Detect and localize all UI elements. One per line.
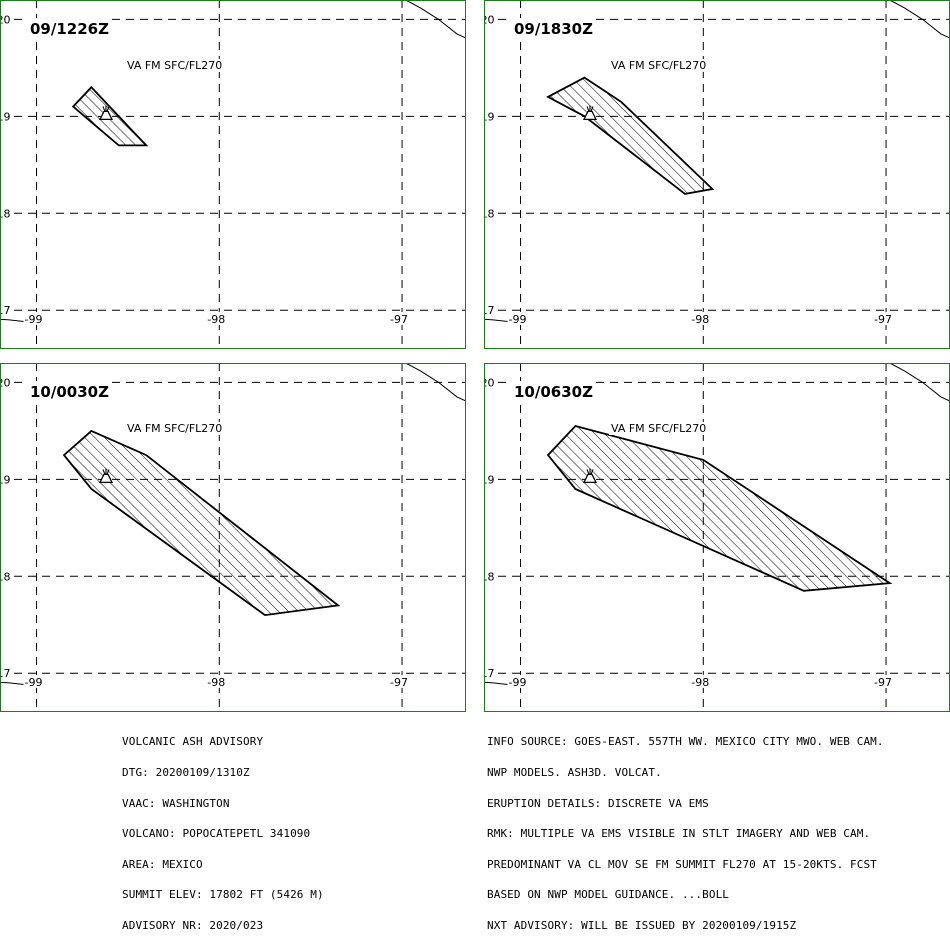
panel-time-title: 09/1830Z <box>514 20 593 38</box>
lat-tick-label: 18 <box>484 570 495 583</box>
lon-tick-label: -97 <box>874 676 892 689</box>
ash-cloud-polygon <box>62 429 341 617</box>
advisory-line: AREA: MEXICO <box>122 857 203 871</box>
advisory-line: DTG: 20200109/1310Z <box>122 766 250 779</box>
advisory-left-block: VOLCANIC ASH ADVISORY DTG: 20200109/1310… <box>122 717 324 941</box>
advisory-line: VOLCANIC ASH ADVISORY <box>122 735 264 749</box>
ash-layer-label: VA FM SFC/FL270 <box>127 59 222 72</box>
lat-tick-label: 18 <box>484 207 495 220</box>
advisory-line: ERUPTION DETAILS: DISCRETE VA EMS <box>487 796 709 810</box>
lat-tick-label: 17 <box>0 667 11 680</box>
advisory-line: SUMMIT ELEV: 17802 FT (5426 M) <box>122 888 324 902</box>
map-svg: 20 19 18 17 -99 -98 -97 VA FM SFC/FL270 09/1830Z <box>484 0 950 349</box>
map-panel-1: 20 19 18 17 -99 -98 -97 VA FM SFC/FL270 09/1226Z <box>0 0 466 349</box>
lat-tick-label: 18 <box>0 207 11 220</box>
ash-cloud-polygon <box>546 76 715 195</box>
map-content: 20 19 18 17 -99 -98 -97 VA FM SFC/FL270 10/0630Z <box>484 363 950 712</box>
advisory-line: BASED ON NWP MODEL GUIDANCE. ...BOLL <box>487 888 730 902</box>
lon-tick-label: -97 <box>390 676 408 689</box>
lat-tick-label: 20 <box>484 376 495 389</box>
lat-tick-label: 19 <box>0 473 11 486</box>
volcano-icon <box>582 468 598 484</box>
map-content: 20 19 18 17 -99 -98 -97 VA FM SFC/FL270 10/0030Z <box>0 363 466 712</box>
map-svg: 20 19 18 17 -99 -98 -97 VA FM SFC/FL270 09/1226Z <box>0 0 466 349</box>
lon-tick-label: -98 <box>207 676 225 689</box>
lat-tick-label: 17 <box>484 304 495 317</box>
lon-tick-label: -98 <box>691 676 709 689</box>
lon-tick-label: -99 <box>509 313 527 326</box>
lon-tick-label: -99 <box>25 313 43 326</box>
lat-tick-label: 17 <box>484 667 495 680</box>
advisory-line: ADVISORY NR: 2020/023 <box>122 918 264 932</box>
map-panel-3: 20 19 18 17 -99 -98 -97 VA FM SFC/FL270 10/0030Z <box>0 363 466 712</box>
advisory-line: PREDOMINANT VA CL MOV SE FM SUMMIT FL270… <box>487 857 877 871</box>
advisory-line: VOLCANO: POPOCATEPETL 341090 <box>122 827 311 841</box>
panel-frame <box>0 363 466 712</box>
lat-tick-label: 18 <box>0 570 11 583</box>
panel-time-title: 09/1226Z <box>30 20 109 38</box>
map-svg: 20 19 18 17 -99 -98 -97 VA FM SFC/FL270 10/0030Z <box>0 363 466 712</box>
lon-tick-label: -98 <box>207 313 225 326</box>
lat-tick-label: 20 <box>0 13 11 26</box>
advisory-line: NXT ADVISORY: WILL BE ISSUED BY 20200109… <box>487 918 797 932</box>
volcano-icon <box>98 468 114 484</box>
lat-tick-label: 20 <box>0 376 11 389</box>
coastline <box>889 0 950 39</box>
advisory-line: INFO SOURCE: GOES-EAST. 557TH WW. MEXICO… <box>487 735 884 749</box>
ash-layer-label: VA FM SFC/FL270 <box>611 59 706 72</box>
coastline <box>405 363 466 402</box>
lon-tick-label: -97 <box>390 313 408 326</box>
lon-tick-label: -98 <box>691 313 709 326</box>
panel-time-title: 10/0030Z <box>30 383 109 401</box>
coastline <box>405 0 466 39</box>
panel-time-title: 10/0630Z <box>514 383 593 401</box>
lon-tick-label: -99 <box>509 676 527 689</box>
map-content: 20 19 18 17 -99 -98 -97 VA FM SFC/FL270 09/1226Z <box>0 0 466 349</box>
advisory-line: VAAC: WASHINGTON <box>122 796 230 810</box>
map-panel-2: 20 19 18 17 -99 -98 -97 VA FM SFC/FL270 09/1830Z <box>484 0 950 349</box>
ash-layer-label: VA FM SFC/FL270 <box>127 422 222 435</box>
lat-tick-label: 19 <box>484 110 495 123</box>
map-panel-4: 20 19 18 17 -99 -98 -97 VA FM SFC/FL270 10/0630Z <box>484 363 950 712</box>
volcano-icon <box>98 105 114 121</box>
advisory-line: NWP MODELS. ASH3D. VOLCAT. <box>487 766 662 779</box>
panel-frame <box>0 0 466 349</box>
advisory-line: RMK: MULTIPLE VA EMS VISIBLE IN STLT IMA… <box>487 827 871 841</box>
panel-frame <box>484 0 950 349</box>
map-svg: 20 19 18 17 -99 -98 -97 VA FM SFC/FL270 10/0630Z <box>484 363 950 712</box>
lat-tick-label: 19 <box>484 473 495 486</box>
lon-tick-label: -97 <box>874 313 892 326</box>
lat-tick-label: 20 <box>484 13 495 26</box>
ash-cloud-polygon <box>546 424 893 592</box>
coastline <box>889 363 950 402</box>
advisory-right-block: INFO SOURCE: GOES-EAST. 557TH WW. MEXICO… <box>487 717 884 941</box>
map-content: 20 19 18 17 -99 -98 -97 VA FM SFC/FL270 09/1830Z <box>484 0 950 349</box>
lat-tick-label: 19 <box>0 110 11 123</box>
lat-tick-label: 17 <box>0 304 11 317</box>
ash-layer-label: VA FM SFC/FL270 <box>611 422 706 435</box>
lon-tick-label: -99 <box>25 676 43 689</box>
volcano-icon <box>582 105 598 121</box>
